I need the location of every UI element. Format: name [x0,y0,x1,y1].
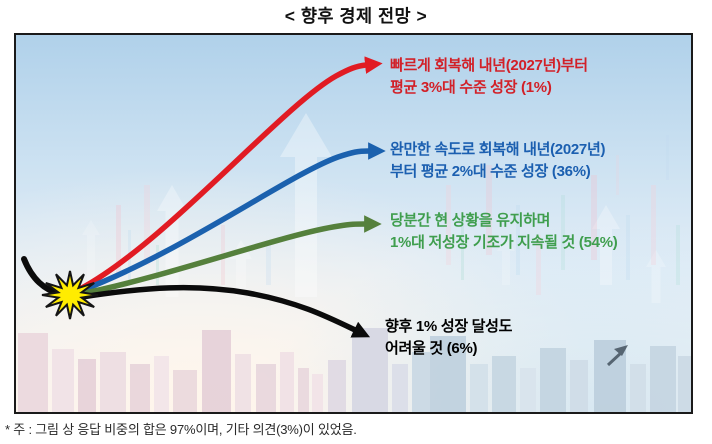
label-line1: 당분간 현 상황을 유지하며 [390,212,551,229]
arrow-status-quo [77,215,382,297]
arrow-below-one-percent [79,284,371,338]
chart-title: < 향후 경제 전망 > [284,6,428,26]
label-moderate-recovery: 완만한 속도로 회복해 내년(2027년) 부터 평균 2%대 수준 성장 (3… [390,139,605,183]
label-fast-recovery: 빠르게 회복해 내년(2027년)부터 평균 3%대 수준 성장 (1%) [390,55,588,99]
rooftop-arrow-icon [606,345,628,367]
label-line1: 빠르게 회복해 내년(2027년)부터 [390,57,588,74]
figure-box: 빠르게 회복해 내년(2027년)부터 평균 3%대 수준 성장 (1%) 완만… [14,33,693,414]
label-line2: 부터 평균 2%대 수준 성장 (36%) [390,163,591,180]
label-line2: 어려울 것 (6%) [385,340,478,357]
label-line1: 향후 1% 성장 달성도 [385,318,513,335]
label-line2: 평균 3%대 수준 성장 (1%) [390,79,552,96]
footnote: * 주 : 그림 상 응답 비중의 합은 97%이며, 기타 의견(3%)이 있… [5,422,357,437]
arrow-fast-recovery [77,56,383,292]
starburst-icon [41,270,99,320]
label-status-quo: 당분간 현 상황을 유지하며 1%대 저성장 기조가 지속될 것 (54%) [390,210,618,254]
label-line2: 1%대 저성장 기조가 지속될 것 (54%) [390,234,618,251]
label-line1: 완만한 속도로 회복해 내년(2027년) [390,141,606,158]
arrow-moderate-recovery [77,142,386,294]
label-below-one-percent: 향후 1% 성장 달성도 어려울 것 (6%) [385,316,512,360]
scenario-arrows-graphic [16,35,691,412]
